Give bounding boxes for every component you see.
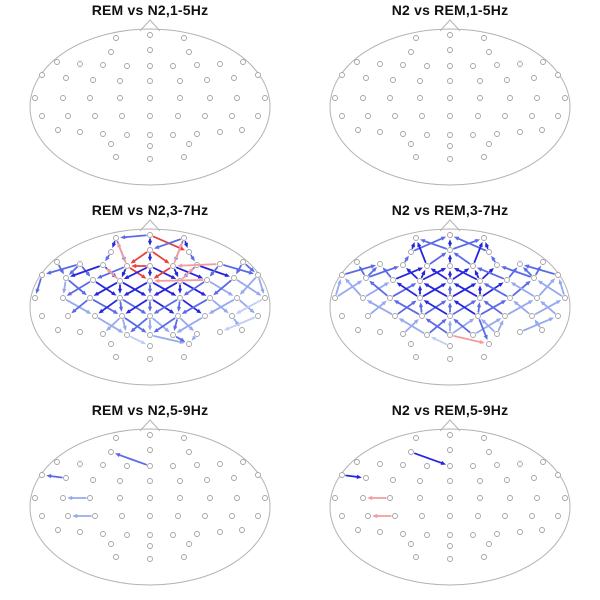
panel-title: REM vs N2,3-7Hz (91, 202, 209, 218)
topoplot-canvas (329, 19, 571, 186)
topoplot-panel-n2-vs-rem-1-5hz: N2 vs REM,1-5Hz (300, 0, 600, 200)
topoplot-panel-rem-vs-n2-5-9hz: REM vs N2,5-9Hz (0, 400, 300, 600)
topoplot-canvas (29, 19, 271, 186)
panel-title: REM vs N2,5-9Hz (91, 402, 209, 418)
topoplot-canvas (329, 419, 571, 586)
topoplot-panel-n2-vs-rem-3-7hz: N2 vs REM,3-7Hz (300, 200, 600, 400)
topoplot-panel-n2-vs-rem-5-9hz: N2 vs REM,5-9Hz (300, 400, 600, 600)
panel-title: N2 vs REM,3-7Hz (391, 202, 509, 218)
topoplot-panel-rem-vs-n2-3-7hz: REM vs N2,3-7Hz (0, 200, 300, 400)
panel-title: REM vs N2,1-5Hz (91, 2, 209, 18)
topoplot-panel-rem-vs-n2-1-5hz: REM vs N2,1-5Hz (0, 0, 300, 200)
panel-title: N2 vs REM,1-5Hz (391, 2, 509, 18)
topoplot-canvas (329, 219, 571, 386)
topoplot-canvas (29, 219, 271, 386)
topoplot-canvas (29, 419, 271, 586)
panel-title: N2 vs REM,5-9Hz (391, 402, 509, 418)
